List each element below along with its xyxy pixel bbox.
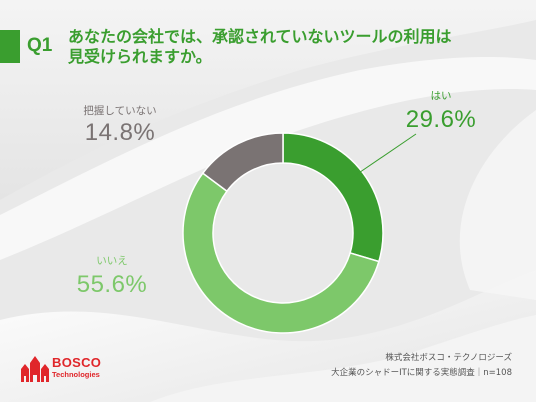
donut-slice-yes xyxy=(282,132,384,263)
value-label-yes: 29.6% xyxy=(405,106,477,133)
label-unknown: 把握していない 14.8% xyxy=(75,105,165,146)
bosco-logo-icon xyxy=(21,356,49,382)
leader-line-yes xyxy=(346,133,417,182)
value-label-unknown: 14.8% xyxy=(84,119,156,146)
question-title: あなたの会社では、承認されていないツールの利用は 見受けられますか。 xyxy=(68,27,528,67)
question-number: Q1 xyxy=(27,35,53,56)
label-yes: はい 29.6% xyxy=(401,90,481,133)
donut-slice-unknown xyxy=(201,132,284,193)
brand-logo: BOSCO Technologies xyxy=(52,356,101,380)
footer-credits: 株式会社ボスコ・テクノロジーズ 大企業のシャドーITに関する実態調査｜n=108 xyxy=(242,351,512,381)
question-marker-bar xyxy=(0,30,20,63)
donut-slices xyxy=(182,132,384,334)
brand-subtitle: Technologies xyxy=(52,370,100,379)
category-label-no: いいえ xyxy=(96,255,128,267)
company-name: 株式会社ボスコ・テクノロジーズ xyxy=(385,353,512,363)
category-label-yes: はい xyxy=(430,90,452,102)
category-label-unknown: 把握していない xyxy=(83,105,157,117)
value-label-no: 55.6% xyxy=(76,271,148,298)
donut-slice-no xyxy=(182,172,380,334)
question-title-line-2: 見受けられますか。 xyxy=(68,47,212,66)
question-title-line-1: あなたの会社では、承認されていないツールの利用は xyxy=(68,27,452,46)
label-no: いいえ 55.6% xyxy=(72,255,152,298)
brand-name: BOSCO xyxy=(52,355,102,370)
survey-name: 大企業のシャドーITに関する実態調査｜n=108 xyxy=(331,368,512,378)
